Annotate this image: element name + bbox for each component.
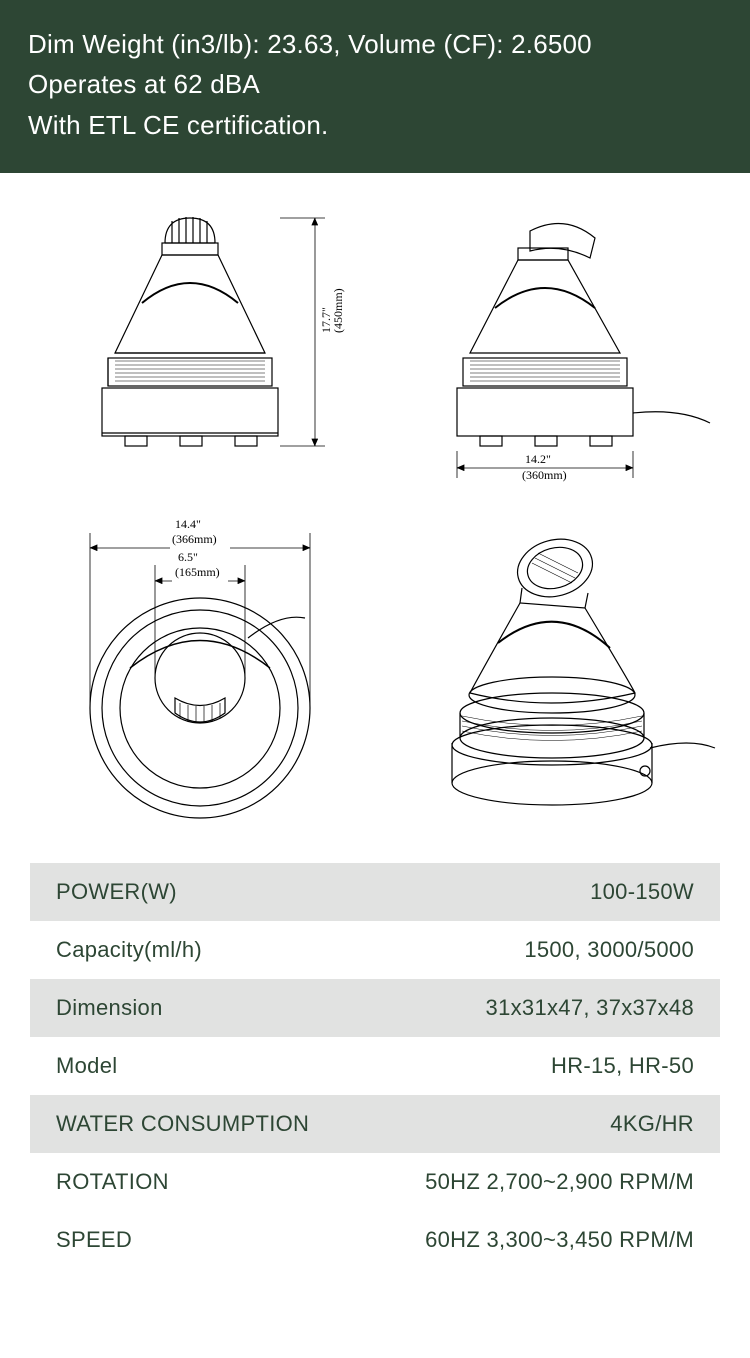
outer-dia-in: 14.4" [175,517,201,531]
base-width-mm: (360mm) [522,468,567,482]
spec-value: 60HZ 3,300~3,450 RPM/M [132,1227,694,1253]
spec-table: POWER(W) 100-150W Capacity(ml/h) 1500, 3… [30,863,720,1269]
table-row: SPEED 60HZ 3,300~3,450 RPM/M [30,1211,720,1269]
spec-label: POWER(W) [56,879,177,905]
spec-value: 100-150W [177,879,694,905]
spec-label: WATER CONSUMPTION [56,1111,309,1137]
spec-label: SPEED [56,1227,132,1253]
diagram-front-elevation: 17.7" (450mm) [30,203,370,503]
table-row: Model HR-15, HR-50 [30,1037,720,1095]
base-width-in: 14.2" [525,452,551,466]
table-row: Dimension 31x31x47, 37x37x48 [30,979,720,1037]
inner-dia-mm: (165mm) [175,565,220,579]
diagram-perspective [380,513,720,833]
spec-value: 31x31x47, 37x37x48 [163,995,694,1021]
spec-label: ROTATION [56,1169,169,1195]
outer-dia-mm: (366mm) [172,532,217,546]
spec-label: Capacity(ml/h) [56,937,202,963]
table-row: ROTATION 50HZ 2,700~2,900 RPM/M [30,1153,720,1211]
spec-value: 50HZ 2,700~2,900 RPM/M [169,1169,694,1195]
spec-label: Model [56,1053,117,1079]
spec-label: Dimension [56,995,163,1021]
header-line-1: Dim Weight (in3/lb): 23.63, Volume (CF):… [28,24,722,64]
header-line-2: Operates at 62 dBA [28,64,722,104]
spec-value: 1500, 3000/5000 [202,937,694,963]
diagram-side-view: 14.2" (360mm) [380,203,720,503]
table-row: WATER CONSUMPTION 4KG/HR [30,1095,720,1153]
diagram-plan-view: 14.4" (366mm) 6.5" (165mm) [30,513,370,833]
height-dim-mm: (450mm) [331,288,345,333]
header-banner: Dim Weight (in3/lb): 23.63, Volume (CF):… [0,0,750,173]
inner-dia-in: 6.5" [178,550,198,564]
header-line-3: With ETL CE certification. [28,105,722,145]
spec-value: HR-15, HR-50 [117,1053,694,1079]
diagram-grid: 17.7" (450mm) [0,173,750,843]
table-row: POWER(W) 100-150W [30,863,720,921]
table-row: Capacity(ml/h) 1500, 3000/5000 [30,921,720,979]
spec-value: 4KG/HR [309,1111,694,1137]
